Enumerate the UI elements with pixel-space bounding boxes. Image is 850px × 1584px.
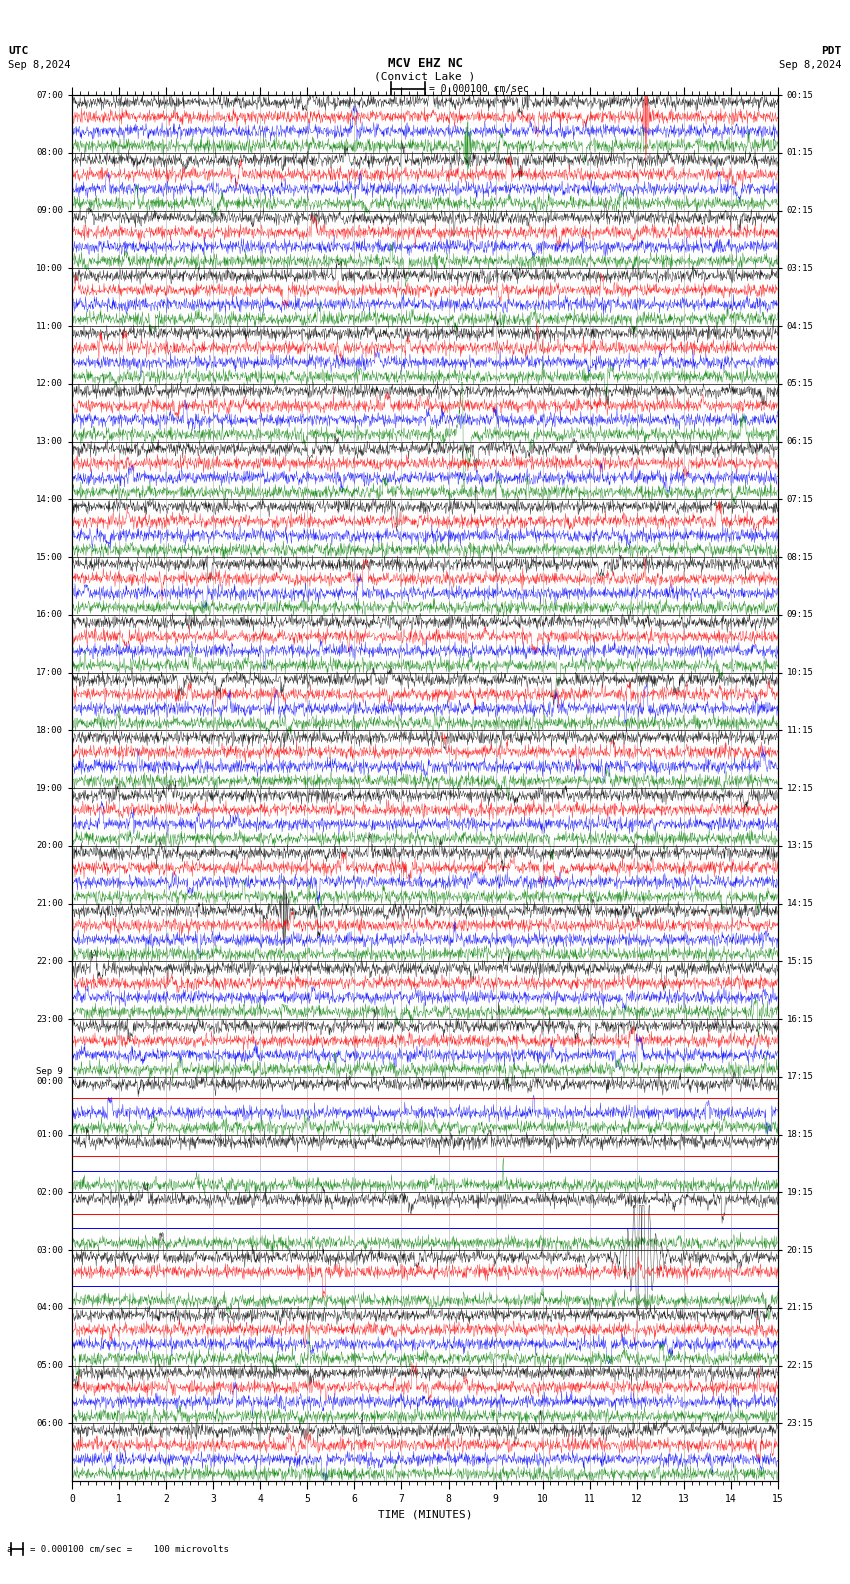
Text: MCV EHZ NC: MCV EHZ NC xyxy=(388,57,462,70)
X-axis label: TIME (MINUTES): TIME (MINUTES) xyxy=(377,1510,473,1519)
Text: Sep 8,2024: Sep 8,2024 xyxy=(8,60,71,70)
Text: PDT: PDT xyxy=(821,46,842,55)
Text: UTC: UTC xyxy=(8,46,29,55)
Text: = 0.000100 cm/sec =    100 microvolts: = 0.000100 cm/sec = 100 microvolts xyxy=(30,1544,229,1554)
Text: (Convict Lake ): (Convict Lake ) xyxy=(374,71,476,81)
Text: = 0.000100 cm/sec: = 0.000100 cm/sec xyxy=(429,84,529,93)
Text: a: a xyxy=(6,1544,11,1554)
Text: Sep 8,2024: Sep 8,2024 xyxy=(779,60,842,70)
